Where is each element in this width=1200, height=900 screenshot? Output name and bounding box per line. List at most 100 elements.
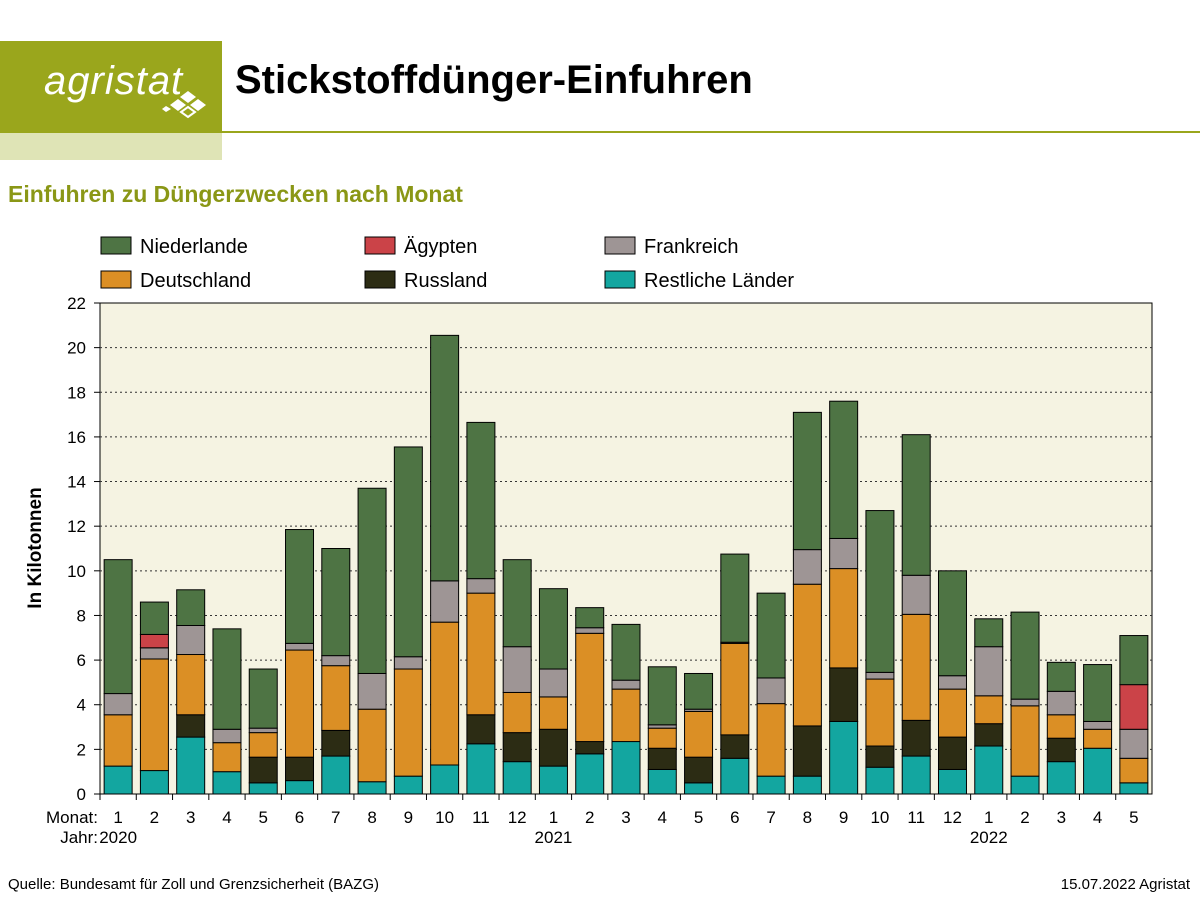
legend-label: Frankreich (644, 236, 738, 258)
bar-segment (103, 693, 133, 716)
bar-segment (285, 649, 315, 758)
legend-swatch (100, 236, 132, 255)
bar-segment (792, 411, 822, 551)
bar-segment (684, 672, 714, 710)
bar-segment (103, 765, 133, 795)
year-label: 2021 (535, 828, 573, 847)
bar-segment (430, 580, 460, 623)
logo: agristat (0, 41, 222, 133)
bar-segment (829, 720, 859, 795)
year-label: 2020 (99, 828, 137, 847)
bar-segment (1046, 761, 1076, 795)
bar-segment (937, 736, 967, 770)
bar-segment (139, 647, 169, 660)
y-tick-label: 8 (77, 606, 86, 625)
bar-segment (575, 627, 605, 634)
y-tick-label: 16 (67, 428, 86, 447)
bar-segment (611, 741, 641, 795)
bar-segment (139, 633, 169, 649)
bar-segment (1083, 664, 1113, 722)
bars (103, 334, 1149, 795)
bar-segment (647, 666, 677, 726)
bar-segment (720, 734, 750, 759)
bar-segment (901, 434, 931, 576)
logo-underbar (0, 133, 222, 160)
bar-segment (647, 768, 677, 795)
bar-segment (865, 510, 895, 673)
bar-segment (937, 768, 967, 795)
x-tick-label: 3 (621, 808, 630, 827)
x-tick-label: 10 (870, 808, 889, 827)
bar-segment (321, 655, 351, 667)
bar-segment (611, 688, 641, 743)
x-tick-label: 6 (730, 808, 739, 827)
bar-segment (139, 658, 169, 772)
bar-segment (1119, 728, 1149, 759)
bar-segment (937, 688, 967, 738)
legend-label: Niederlande (140, 236, 248, 258)
bar-segment (285, 780, 315, 795)
bar-segment (176, 714, 206, 738)
bar-segment (357, 672, 387, 710)
x-tick-label: 9 (404, 808, 413, 827)
bar-segment (248, 668, 278, 729)
bar-segment (176, 654, 206, 716)
x-tick-label: 1 (984, 808, 993, 827)
bar-segment (212, 628, 242, 730)
bar-segment (1083, 720, 1113, 730)
logo-text: agristat (44, 59, 184, 103)
y-tick-label: 12 (67, 517, 86, 536)
x-tick-label: 3 (1057, 808, 1066, 827)
bar-segment (1010, 698, 1040, 707)
bar-segment (1119, 757, 1149, 784)
bar-segment (901, 574, 931, 615)
legend-label: Ägypten (404, 236, 477, 258)
bar-segment (321, 755, 351, 795)
bar-segment (720, 757, 750, 795)
bar-segment (1083, 747, 1113, 795)
bar-segment (321, 729, 351, 757)
bar-segment (756, 592, 786, 679)
bar-segment (466, 578, 496, 594)
y-tick-label: 6 (77, 651, 86, 670)
bar-segment (720, 553, 750, 643)
bar-segment (538, 588, 568, 670)
x-tick-label: 9 (839, 808, 848, 827)
bar-segment (176, 736, 206, 795)
bar-segment (321, 548, 351, 657)
bar-segment (1046, 661, 1076, 692)
bar-segment (248, 782, 278, 795)
page-title: Stickstoffdünger-Einfuhren (235, 58, 753, 102)
bar-segment (285, 756, 315, 782)
bar-segment (393, 446, 423, 658)
bar-segment (176, 624, 206, 656)
bar-segment (393, 656, 423, 670)
bar-segment (1119, 635, 1149, 686)
bar-segment (792, 775, 822, 795)
bar-segment (1119, 684, 1149, 730)
y-tick-label: 20 (67, 339, 86, 358)
bar-segment (176, 589, 206, 626)
bar-segment (430, 621, 460, 766)
bar-segment (285, 529, 315, 644)
y-tick-label: 18 (67, 383, 86, 402)
bar-segment (502, 646, 532, 693)
bar-segment (357, 708, 387, 783)
bar-segment (756, 677, 786, 705)
bar-segment (1119, 782, 1149, 795)
logo-diamond-icon (162, 91, 206, 119)
bar-segment (937, 675, 967, 690)
y-tick-label: 4 (77, 696, 86, 715)
bar-segment (865, 766, 895, 795)
bar-segment (285, 642, 315, 651)
bar-segment (466, 743, 496, 795)
bar-segment (502, 559, 532, 648)
legend-swatch (364, 236, 396, 255)
bar-segment (792, 583, 822, 727)
bar-segment (430, 764, 460, 795)
bar-segment (1010, 705, 1040, 777)
bar-segment (1046, 690, 1076, 716)
legend-label: Russland (404, 270, 487, 292)
x-tick-label: 10 (435, 808, 454, 827)
x-tick-label: 5 (694, 808, 703, 827)
